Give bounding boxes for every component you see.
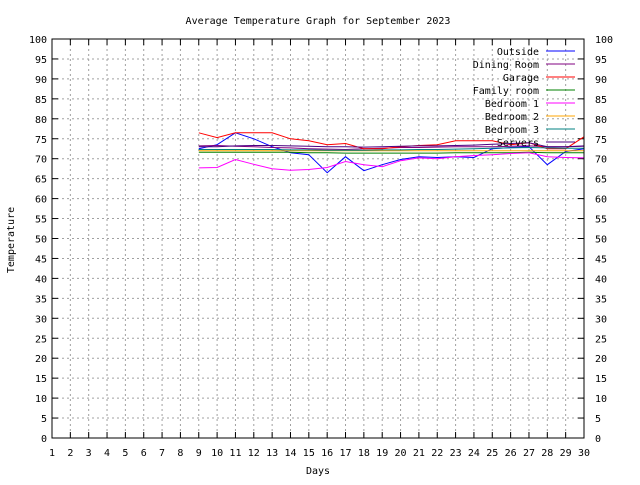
x-tick-label: 22 bbox=[431, 448, 443, 459]
y-tick-label: 20 bbox=[35, 354, 47, 365]
series-lines bbox=[198, 132, 585, 174]
series-line-bedroom-1 bbox=[198, 152, 585, 171]
x-tick-label: 7 bbox=[159, 448, 165, 459]
y-tick-label-right: 40 bbox=[595, 274, 607, 285]
x-tick-label: 12 bbox=[248, 448, 260, 459]
y-tick-label: 25 bbox=[35, 334, 47, 345]
y-tick-label-right: 15 bbox=[595, 374, 607, 385]
x-tick-label: 6 bbox=[141, 448, 147, 459]
x-tick-label: 20 bbox=[395, 448, 407, 459]
y-tick-label: 95 bbox=[35, 55, 47, 66]
y-tick-label: 15 bbox=[35, 374, 47, 385]
y-tick-label: 85 bbox=[35, 95, 47, 106]
legend-label-bedroom-2: Bedroom 2 bbox=[485, 112, 539, 123]
series-line-servers bbox=[198, 142, 585, 148]
y-tick-label: 65 bbox=[35, 175, 47, 186]
x-axis-label: Days bbox=[306, 466, 330, 477]
y-tick-label-right: 35 bbox=[595, 294, 607, 305]
y-tick-label: 0 bbox=[41, 434, 47, 445]
y-tick-label-right: 70 bbox=[595, 155, 607, 166]
y-tick-label-right: 60 bbox=[595, 195, 607, 206]
series-line-outside bbox=[198, 132, 585, 174]
legend: Outside Dining Room Garage Family room Bedro… bbox=[473, 47, 575, 149]
x-tick-label: 21 bbox=[413, 448, 425, 459]
x-tick-label: 28 bbox=[541, 448, 553, 459]
x-tick-label: 3 bbox=[86, 448, 92, 459]
legend-label-outside: Outside bbox=[497, 47, 539, 58]
y-tick-label: 90 bbox=[35, 75, 47, 86]
legend-label-servers: Servers bbox=[497, 138, 539, 149]
y-tick-label-right: 50 bbox=[595, 235, 607, 246]
x-tick-label: 11 bbox=[229, 448, 241, 459]
y-tick-label: 35 bbox=[35, 294, 47, 305]
y-tick-label: 50 bbox=[35, 235, 47, 246]
x-tick-label: 5 bbox=[122, 448, 128, 459]
x-tick-label: 29 bbox=[560, 448, 572, 459]
x-tick-label: 8 bbox=[177, 448, 183, 459]
y-tick-label-right: 95 bbox=[595, 55, 607, 66]
y-tick-label-right: 90 bbox=[595, 75, 607, 86]
y-tick-label-right: 25 bbox=[595, 334, 607, 345]
y-tick-label-right: 100 bbox=[595, 35, 613, 46]
x-tick-label: 19 bbox=[376, 448, 388, 459]
x-tick-label: 18 bbox=[358, 448, 370, 459]
x-tick-label: 26 bbox=[505, 448, 517, 459]
y-axis-label: Temperature bbox=[6, 207, 17, 273]
y-tick-label: 70 bbox=[35, 155, 47, 166]
y-tick-label-right: 20 bbox=[595, 354, 607, 365]
series-line-bedroom-3 bbox=[198, 146, 584, 151]
x-tick-label: 25 bbox=[486, 448, 498, 459]
y-tick-label-right: 65 bbox=[595, 175, 607, 186]
x-tick-label: 27 bbox=[523, 448, 535, 459]
legend-label-bedroom-1: Bedroom 1 bbox=[485, 99, 539, 110]
legend-label-bedroom-3: Bedroom 3 bbox=[485, 125, 539, 136]
x-tick-label: 2 bbox=[67, 448, 73, 459]
y-tick-label-right: 0 bbox=[595, 434, 601, 445]
y-tick-label-right: 30 bbox=[595, 314, 607, 325]
y-tick-label: 45 bbox=[35, 254, 47, 265]
x-tick-label: 13 bbox=[266, 448, 278, 459]
legend-label-family-room: Family room bbox=[473, 86, 539, 97]
plot-frame bbox=[51, 38, 585, 439]
y-tick-label: 5 bbox=[41, 414, 47, 425]
series-line-garage bbox=[198, 132, 585, 150]
x-tick-label: 1 bbox=[49, 448, 55, 459]
y-tick-label: 30 bbox=[35, 314, 47, 325]
x-tick-label: 10 bbox=[211, 448, 223, 459]
y-tick-label-right: 80 bbox=[595, 115, 607, 126]
x-tick-label: 16 bbox=[321, 448, 333, 459]
x-tick-label: 4 bbox=[104, 448, 110, 459]
y-tick-label-right: 85 bbox=[595, 95, 607, 106]
series-line-family-room bbox=[198, 151, 584, 154]
y-tick-label: 75 bbox=[35, 135, 47, 146]
x-tick-label: 15 bbox=[303, 448, 315, 459]
x-tick-label: 9 bbox=[196, 448, 202, 459]
legend-label-garage: Garage bbox=[503, 73, 539, 84]
grid-lines bbox=[52, 39, 584, 438]
x-tick-label: 17 bbox=[339, 448, 351, 459]
y-tick-label: 55 bbox=[35, 215, 47, 226]
y-tick-label-right: 55 bbox=[595, 215, 607, 226]
x-tick-label: 14 bbox=[284, 448, 296, 459]
y-tick-label: 60 bbox=[35, 195, 47, 206]
y-tick-label-right: 45 bbox=[595, 254, 607, 265]
y-tick-label: 40 bbox=[35, 274, 47, 285]
y-tick-label-right: 10 bbox=[595, 394, 607, 405]
y-tick-label: 100 bbox=[29, 35, 47, 46]
y-tick-label-right: 5 bbox=[595, 414, 601, 425]
legend-label-dining-room: Dining Room bbox=[473, 60, 539, 71]
y-tick-label: 80 bbox=[35, 115, 47, 126]
y-tick-label: 10 bbox=[35, 394, 47, 405]
x-tick-label: 23 bbox=[450, 448, 462, 459]
x-tick-label: 24 bbox=[468, 448, 480, 459]
y-tick-label-right: 75 bbox=[595, 135, 607, 146]
chart-title: Average Temperature Graph for September … bbox=[186, 16, 451, 27]
x-tick-label: 30 bbox=[578, 448, 590, 459]
